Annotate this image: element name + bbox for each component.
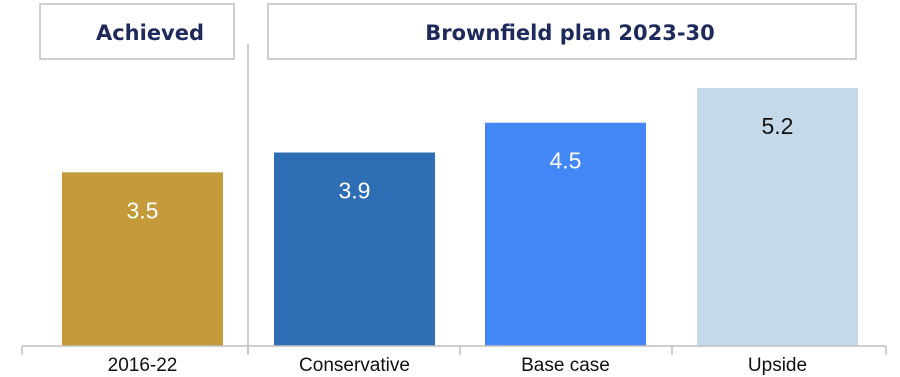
bar-2016-22 bbox=[62, 172, 223, 346]
category-labels-group: 2016-22 Conservative Base case Upside bbox=[108, 355, 807, 376]
value-label: 3.9 bbox=[339, 178, 371, 204]
plan-header-box bbox=[267, 3, 857, 60]
bar-upside bbox=[697, 88, 858, 346]
category-label: Base case bbox=[521, 355, 610, 376]
value-labels-group: 3.5 3.9 4.5 5.2 bbox=[127, 113, 794, 223]
value-label: 5.2 bbox=[762, 113, 794, 139]
bars-group bbox=[62, 88, 858, 346]
x-ticks-group bbox=[21, 346, 887, 355]
category-label: Conservative bbox=[299, 355, 410, 376]
category-label: Upside bbox=[748, 355, 807, 376]
value-label: 3.5 bbox=[127, 197, 159, 223]
bar-conservative bbox=[274, 152, 435, 346]
achieved-header: Achieved bbox=[96, 21, 204, 45]
bar-base-case bbox=[485, 122, 646, 346]
plan-header: Brownfield plan 2023-30 bbox=[425, 21, 715, 45]
category-label: 2016-22 bbox=[108, 355, 178, 376]
achieved-header-box bbox=[39, 3, 235, 60]
value-label: 4.5 bbox=[550, 148, 582, 174]
